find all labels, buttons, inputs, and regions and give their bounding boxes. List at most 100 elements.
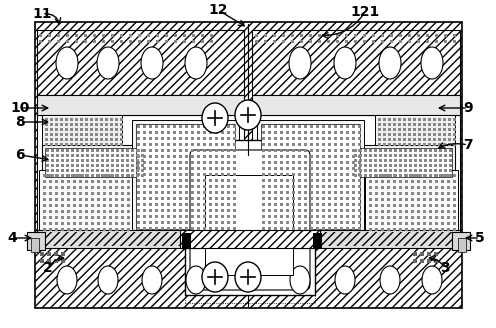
Bar xyxy=(227,125,230,128)
Bar xyxy=(115,137,118,140)
Bar xyxy=(148,202,151,206)
Bar xyxy=(380,203,383,207)
Bar xyxy=(354,33,357,36)
Bar xyxy=(359,158,362,161)
Bar xyxy=(83,39,86,43)
Bar xyxy=(386,215,389,218)
Bar xyxy=(115,133,118,135)
Bar xyxy=(292,173,295,175)
Bar xyxy=(233,136,236,139)
Bar xyxy=(69,142,72,146)
Bar xyxy=(90,197,94,200)
Bar xyxy=(173,209,176,212)
Bar xyxy=(458,238,466,252)
Bar xyxy=(161,125,164,128)
Bar xyxy=(72,192,75,195)
Bar xyxy=(214,149,218,152)
Bar xyxy=(408,137,411,140)
Bar xyxy=(409,174,412,176)
Bar xyxy=(352,131,355,133)
Bar xyxy=(173,125,176,128)
Bar xyxy=(273,149,276,152)
Bar xyxy=(208,220,211,223)
Bar xyxy=(352,178,355,181)
Bar xyxy=(304,167,307,170)
Bar xyxy=(346,173,349,175)
Bar xyxy=(154,202,158,206)
Bar xyxy=(185,209,187,212)
Bar xyxy=(90,174,94,176)
Bar xyxy=(101,149,104,152)
Bar xyxy=(140,163,143,167)
Bar xyxy=(84,197,87,200)
Bar xyxy=(140,149,143,152)
Bar xyxy=(452,142,455,146)
Bar xyxy=(333,196,336,199)
Bar xyxy=(315,136,318,139)
Bar xyxy=(267,173,270,175)
Bar xyxy=(405,228,408,231)
Ellipse shape xyxy=(290,266,310,294)
Bar xyxy=(208,215,211,217)
Bar xyxy=(388,154,391,156)
Bar xyxy=(125,158,128,161)
Bar xyxy=(434,203,437,207)
Bar xyxy=(346,167,349,170)
Bar xyxy=(267,149,270,152)
Bar xyxy=(261,142,264,146)
Bar xyxy=(388,169,391,172)
Bar xyxy=(80,154,83,156)
Bar xyxy=(429,186,432,189)
Bar xyxy=(354,163,357,167)
Bar xyxy=(273,136,276,139)
Bar xyxy=(386,221,389,224)
Bar xyxy=(373,149,376,152)
Bar xyxy=(126,221,129,224)
Bar xyxy=(89,133,92,135)
Bar xyxy=(78,203,81,207)
Bar xyxy=(109,228,112,231)
Bar xyxy=(380,174,383,176)
Bar xyxy=(433,128,435,131)
Bar xyxy=(65,174,68,176)
Bar xyxy=(374,221,377,224)
Ellipse shape xyxy=(289,47,311,79)
Bar xyxy=(383,158,386,161)
Bar xyxy=(418,117,421,120)
Bar xyxy=(95,137,98,140)
Bar xyxy=(167,220,170,223)
Bar xyxy=(386,179,389,182)
Bar xyxy=(135,163,138,167)
Bar xyxy=(339,149,343,152)
Bar xyxy=(433,122,435,126)
Bar xyxy=(447,122,450,126)
Ellipse shape xyxy=(56,47,78,79)
Bar xyxy=(101,163,104,167)
Bar xyxy=(78,221,81,224)
Bar xyxy=(428,128,431,131)
Bar xyxy=(110,117,113,120)
Bar xyxy=(125,154,128,156)
Bar xyxy=(452,117,455,120)
Bar xyxy=(418,128,421,131)
Bar xyxy=(43,186,46,189)
Bar xyxy=(109,215,112,218)
Bar xyxy=(424,169,427,172)
Bar xyxy=(208,167,211,170)
Bar xyxy=(375,115,455,145)
Bar xyxy=(452,203,455,207)
Bar xyxy=(221,136,224,139)
Bar xyxy=(161,173,164,175)
Bar xyxy=(185,227,187,230)
Bar xyxy=(440,197,443,200)
Bar xyxy=(434,158,436,161)
Bar xyxy=(273,191,276,194)
Bar xyxy=(106,158,109,161)
Bar xyxy=(280,196,283,199)
Bar xyxy=(429,221,432,224)
Bar xyxy=(60,137,62,140)
Bar xyxy=(273,215,276,217)
Bar xyxy=(273,167,276,170)
Bar xyxy=(286,160,289,163)
Bar xyxy=(286,131,289,133)
